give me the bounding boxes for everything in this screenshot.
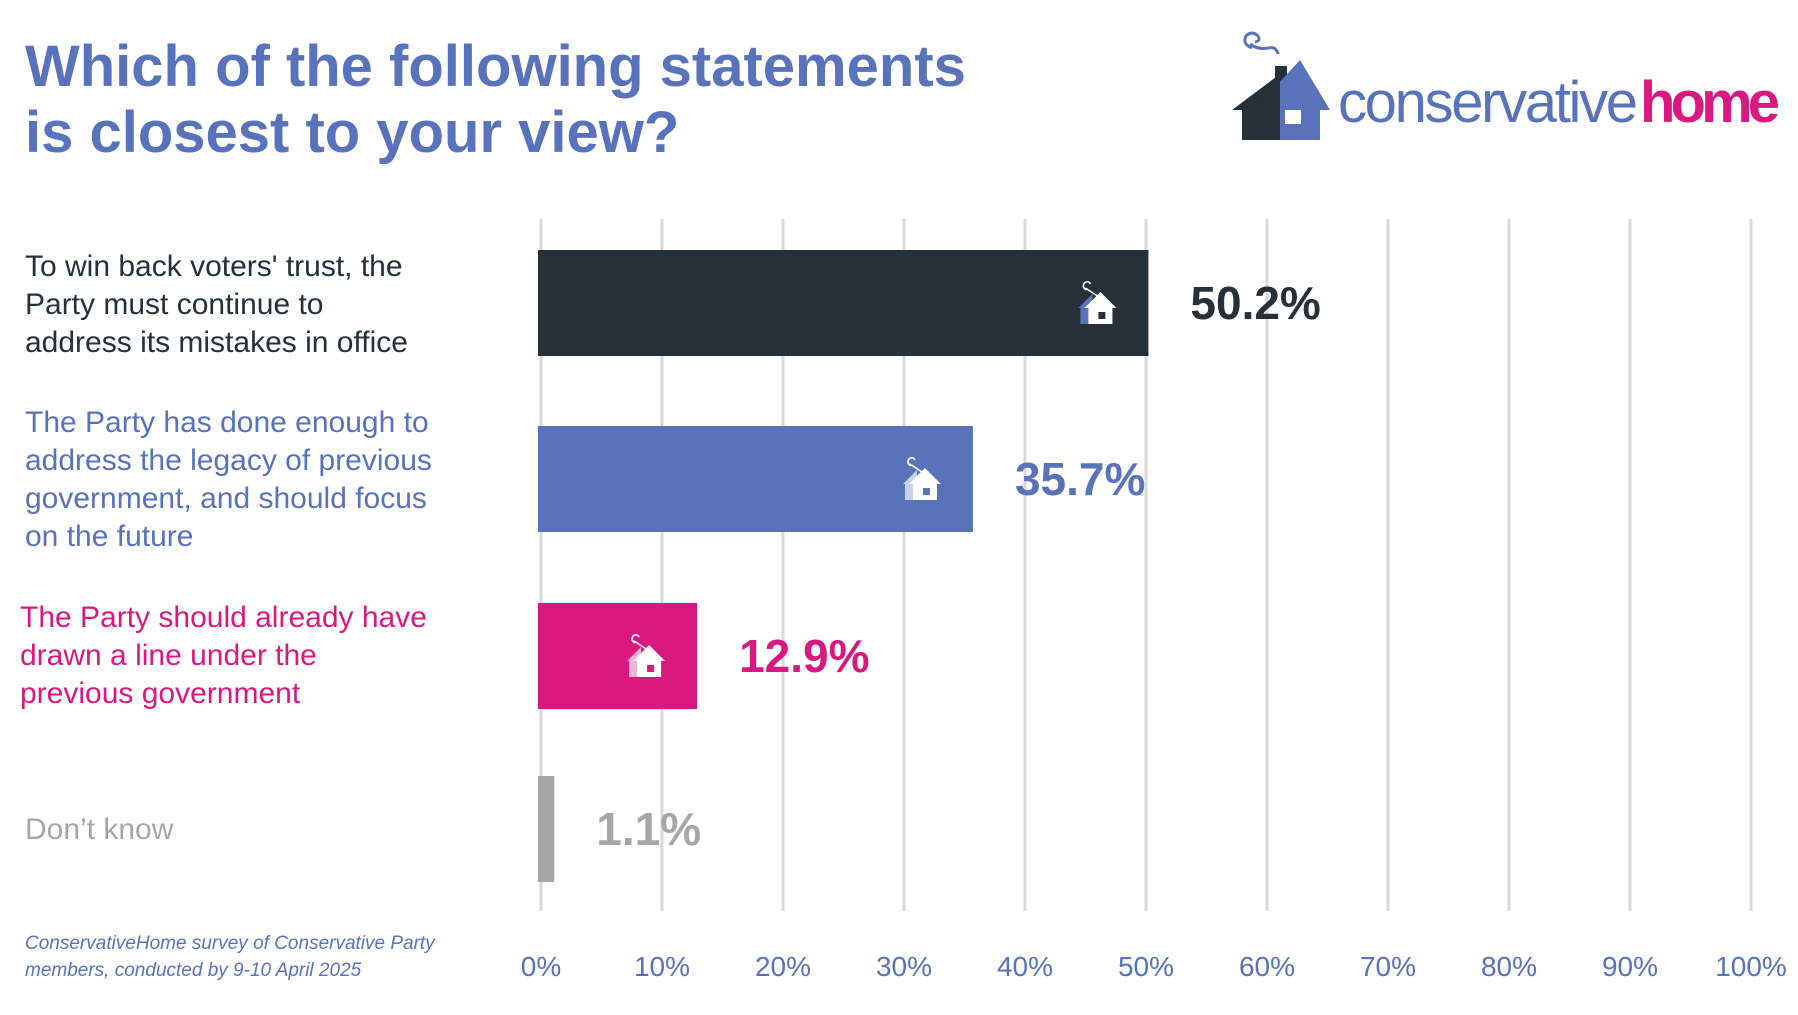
category-label-line: The Party should already have — [20, 601, 427, 634]
house-icon — [627, 633, 666, 677]
value-label: 1.1% — [596, 803, 701, 855]
footnote-line: members, conducted by 9-10 April 2025 — [25, 960, 362, 981]
category-label: To win back voters' trust, the Party must… — [25, 248, 408, 362]
house-icon — [902, 456, 941, 500]
title-line: Which of the following statements — [25, 34, 966, 99]
category-label-line: Don’t know — [25, 813, 174, 846]
category-label: The Party has done enough to address the … — [25, 404, 432, 556]
category-label: Don’t know — [25, 811, 173, 849]
category-label: The Party should already have drawn a lin… — [20, 599, 427, 713]
footnote: ConservativeHome survey of Conservative … — [25, 930, 435, 984]
value-label: 50.2% — [1190, 277, 1320, 329]
chart-title: Which of the following statements is clo… — [25, 34, 966, 166]
category-label-line: government, and should focus — [25, 482, 427, 515]
x-tick-label: 100% — [1715, 951, 1787, 982]
category-label-line: address the legacy of previous — [25, 444, 432, 477]
category-label-line: To win back voters' trust, the — [25, 250, 403, 283]
category-label-line: address its mistakes in office — [25, 326, 408, 359]
x-tick-label: 80% — [1481, 951, 1537, 982]
footnote-line: ConservativeHome survey of Conservative … — [25, 933, 435, 954]
category-label-line: drawn a line under the — [20, 639, 317, 672]
value-label: 12.9% — [739, 630, 869, 682]
logo-text-home: home — [1640, 70, 1780, 135]
x-tick-label: 20% — [755, 951, 811, 982]
x-tick-label: 70% — [1360, 951, 1416, 982]
conservativehome-logo: conservative home — [1232, 31, 1780, 140]
x-tick-label: 30% — [876, 951, 932, 982]
bar — [538, 426, 973, 532]
title-line: is closest to your view? — [25, 100, 680, 165]
house-logo-icon — [1232, 31, 1330, 140]
x-tick-label: 10% — [634, 951, 690, 982]
category-label-line: The Party has done enough to — [25, 406, 429, 439]
x-tick-label: 60% — [1239, 951, 1295, 982]
bar — [538, 776, 555, 882]
bar — [538, 250, 1149, 356]
logo-text-conservative: conservative — [1338, 70, 1638, 135]
house-icon — [1078, 280, 1117, 324]
category-label-line: Party must continue to — [25, 288, 324, 321]
category-label-line: previous government — [20, 677, 301, 710]
category-label-line: on the future — [25, 520, 194, 553]
value-label: 35.7% — [1015, 453, 1145, 505]
x-tick-label: 0% — [521, 951, 561, 982]
bar — [538, 603, 698, 709]
x-tick-label: 50% — [1118, 951, 1174, 982]
x-tick-label: 90% — [1602, 951, 1658, 982]
x-tick-label: 40% — [997, 951, 1053, 982]
